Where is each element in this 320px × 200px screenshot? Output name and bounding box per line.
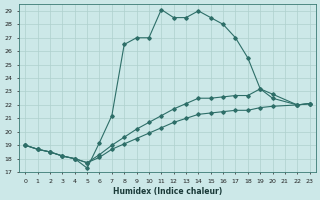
X-axis label: Humidex (Indice chaleur): Humidex (Indice chaleur) [113,187,222,196]
